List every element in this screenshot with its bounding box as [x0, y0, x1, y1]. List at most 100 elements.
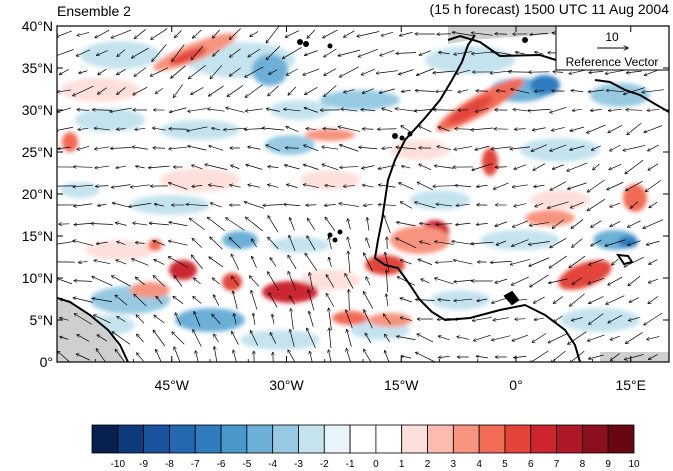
wind-vector: [231, 276, 239, 286]
wind-vector: [309, 311, 314, 327]
colorbar-label: 9: [605, 459, 611, 470]
wind-vector: [310, 351, 313, 362]
wind-vector: [382, 108, 393, 112]
wind-vector: [623, 87, 645, 95]
wind-vector: [73, 240, 94, 246]
wind-vector: [363, 291, 374, 309]
wind-vector: [79, 70, 88, 74]
wind-vector: [399, 183, 414, 190]
wind-vector: [156, 296, 163, 305]
wind-vector: [551, 127, 565, 130]
wind-vector: [74, 314, 92, 325]
wind-vector: [588, 277, 605, 283]
wind-vector: [514, 164, 527, 170]
wind-vector: [290, 329, 295, 347]
wind-vector: [401, 90, 411, 91]
wind-vector: [495, 278, 508, 283]
wind-vector: [307, 218, 315, 231]
wind-vector: [229, 48, 241, 58]
wind-vector: [625, 180, 643, 191]
wind-vector: [397, 222, 416, 227]
colorbar-swatch: [323, 424, 351, 454]
wind-vector: [513, 109, 527, 110]
wind-vector: [117, 316, 126, 322]
wind-vector: [111, 184, 131, 188]
wind-vector: [309, 273, 313, 290]
wind-vector: [475, 145, 490, 150]
wind-vector: [345, 273, 354, 289]
wind-vector: [268, 237, 279, 250]
wind-vector: [366, 238, 371, 249]
wind-vector: [511, 89, 530, 94]
wind-vector: [534, 185, 545, 187]
wind-vector: [288, 271, 297, 291]
wind-vector: [367, 217, 370, 231]
wind-vector: [169, 183, 188, 190]
wind-vector: [210, 64, 223, 79]
wind-vector: [415, 91, 435, 92]
wind-vector: [325, 217, 336, 232]
wind-vector: [612, 258, 619, 265]
wind-vector: [174, 347, 181, 362]
wind-vector: [77, 146, 90, 149]
wind-vector: [57, 126, 74, 131]
wind-vector: [438, 356, 450, 357]
wind-vector: [172, 332, 185, 345]
wind-vector: [212, 29, 221, 38]
wind-vector: [436, 224, 453, 225]
wind-vector: [607, 181, 624, 190]
wind-vector: [245, 108, 263, 111]
wind-vector: [250, 331, 258, 346]
wind-vector: [418, 259, 433, 266]
wind-vector: [587, 198, 606, 211]
wind-vector: [493, 182, 509, 189]
lat-tick-label: 20°N: [22, 186, 53, 202]
wind-vector: [191, 255, 203, 270]
wind-vector: [361, 110, 376, 111]
wind-vector: [191, 45, 204, 60]
colorbar-swatch: [427, 424, 454, 454]
wind-vector: [341, 109, 358, 112]
wind-vector: [338, 49, 361, 56]
lon-tick-label: 0°: [509, 377, 522, 393]
colorbar-label: 1: [399, 459, 405, 470]
wind-vector: [272, 314, 275, 324]
wind-vector: [648, 163, 659, 170]
wind-vector: [251, 256, 257, 268]
wind-vector: [385, 351, 390, 362]
colorbar-label: 10: [628, 459, 640, 470]
wind-vector: [511, 239, 529, 247]
wind-vector: [229, 67, 241, 76]
wind-vector: [396, 52, 417, 53]
wind-vector: [248, 48, 261, 57]
wind-vector: [172, 44, 185, 62]
wind-vector: [495, 221, 508, 226]
wind-vector: [74, 281, 92, 282]
wind-vector: [610, 144, 621, 151]
wind-vector: [532, 333, 547, 343]
wind-vector: [95, 186, 109, 187]
wind-vector: [419, 241, 431, 245]
wind-vector: [343, 186, 355, 187]
wind-vector: [326, 293, 335, 307]
wind-vector: [249, 276, 260, 287]
wind-vector: [471, 51, 493, 54]
wind-vector: [78, 128, 89, 129]
lat-tick-label: 10°N: [22, 270, 53, 286]
wind-vector: [608, 276, 623, 285]
wind-vector: [232, 331, 239, 345]
wind-vector: [251, 290, 258, 310]
wind-vector: [324, 68, 337, 76]
wind-vector: [456, 204, 470, 205]
colorbar-swatch: [504, 424, 532, 454]
wind-vector: [512, 334, 529, 341]
wind-vector: [610, 353, 620, 360]
wind-vector: [648, 144, 659, 151]
wind-vector: [229, 238, 242, 249]
wind-vector: [58, 147, 71, 149]
wind-vector: [589, 296, 604, 303]
colorbar-swatch: [272, 424, 299, 454]
wind-vector: [224, 127, 247, 130]
wind-vector: [362, 185, 374, 188]
wind-vector: [400, 298, 413, 303]
